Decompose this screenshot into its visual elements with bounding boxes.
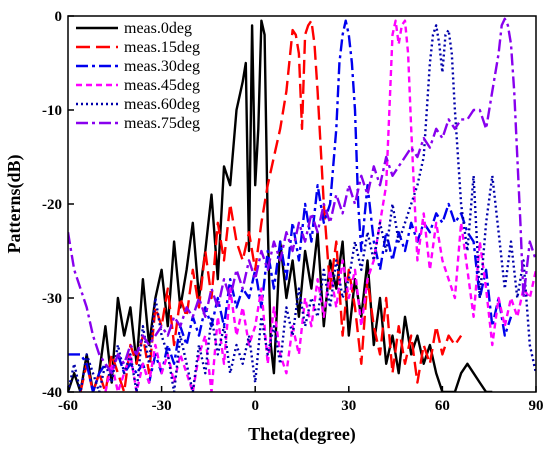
legend-label-2: meas.30deg [124,58,200,75]
x-tick-label-2: 0 [251,398,259,414]
y-axis-title: Patterns(dB) [4,155,25,254]
series-layer [68,17,536,392]
x-tick-label-1: -30 [152,398,172,414]
y-axis: 0 -10 -20 -30 -40 [42,9,74,401]
x-tick-label-5: 90 [529,398,544,414]
legend: meas.0deg meas.15deg meas.30deg meas.45deg m… [76,20,200,132]
series-line-5 [68,17,536,375]
series-line-0 [68,19,493,392]
legend-label-1: meas.15deg [124,39,200,56]
legend-label-4: meas.60deg [124,96,200,113]
x-axis-title: Theta(degree) [248,424,356,445]
legend-label-0: meas.0deg [124,20,192,37]
series-line-3 [104,19,536,392]
x-tick-label-4: 60 [435,398,450,414]
y-tick-label-0: 0 [55,9,63,25]
x-tick-label-3: 30 [341,398,356,414]
legend-label-5: meas.75deg [124,115,200,132]
x-tick-label-0: -60 [58,398,78,414]
y-tick-label-1: -10 [42,103,62,119]
y-tick-label-4: -40 [42,385,62,401]
y-tick-label-3: -30 [42,291,62,307]
series-line-1 [79,19,463,392]
legend-label-3: meas.45deg [124,77,200,94]
y-tick-label-2: -20 [42,197,62,213]
x-axis: -60 -30 0 30 60 90 [58,386,544,414]
